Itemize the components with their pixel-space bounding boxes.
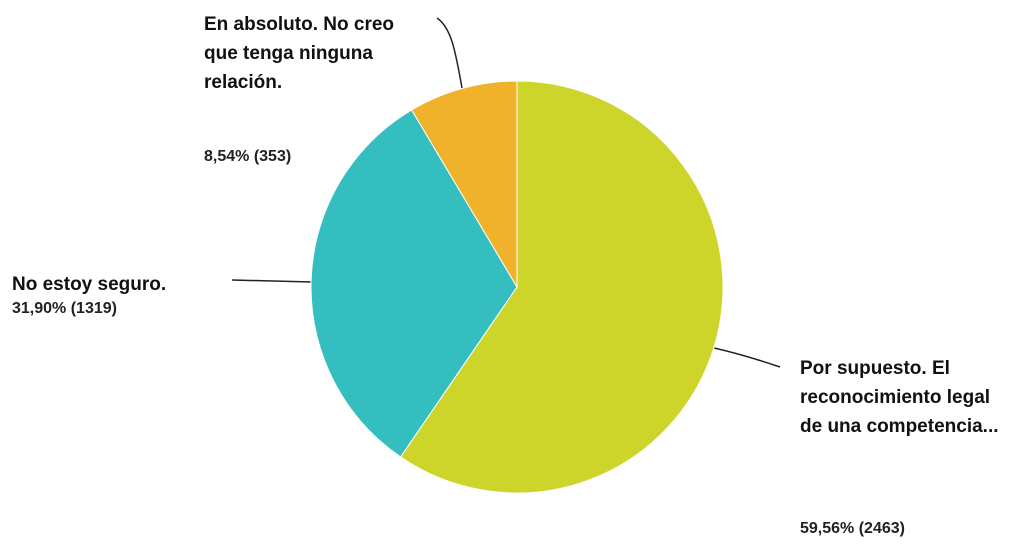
- value-label: 8,54% (353): [204, 148, 292, 165]
- leader-line: [231, 279, 313, 283]
- leader-line: [436, 17, 463, 89]
- value-label: 59,56% (2463): [800, 520, 905, 537]
- pie-slice: [310, 109, 518, 458]
- leader-line: [713, 347, 781, 368]
- value-label: 31,90% (1319): [12, 300, 117, 317]
- slice-label: Por supuesto. El reconocimiento legal de…: [800, 358, 999, 437]
- slice-label: No estoy seguro.: [12, 274, 167, 295]
- pie-slice: [411, 80, 518, 289]
- slice-label: En absoluto. No creo que tenga ninguna r…: [204, 14, 395, 93]
- pie-slice: [399, 80, 724, 494]
